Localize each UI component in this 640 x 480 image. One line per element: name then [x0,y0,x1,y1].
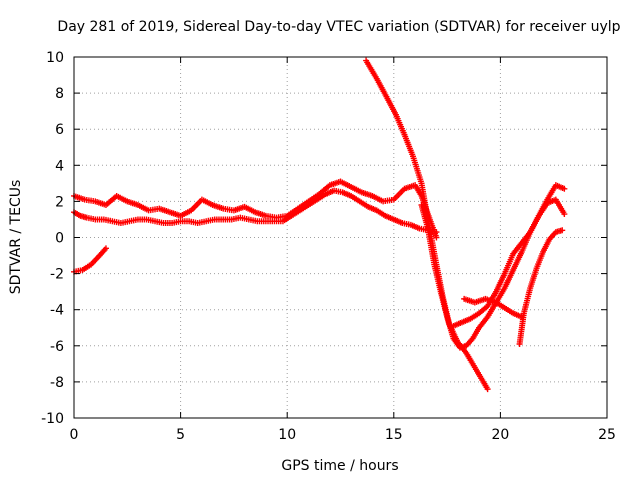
x-tick-label: 20 [491,427,509,443]
y-tick-label: -4 [50,303,64,319]
series-track-f [450,196,568,329]
x-tick-label: 10 [278,427,296,443]
x-tick-label: 5 [176,427,185,443]
axis-ticks: 0 5 10 15 20 25 -10 -8 -6 -4 -2 0 2 4 6 8 10 [41,50,616,443]
data-point [433,234,440,241]
x-tick-label: 15 [385,427,403,443]
y-axis-label: SDTVAR / TECUs [8,180,24,295]
x-tick-label: 0 [70,427,79,443]
y-tick-label: 4 [55,158,64,174]
y-tick-label: -2 [50,267,64,283]
series-track-g [461,295,525,320]
y-tick-label: 2 [55,194,64,210]
data-point [102,245,109,252]
data-point [561,211,568,218]
y-tick-label: 10 [46,50,64,66]
series-track-h [516,227,566,347]
y-tick-label: -8 [50,375,64,391]
y-tick-label: 6 [55,122,64,138]
y-tick-label: -10 [41,411,64,427]
data-series [71,57,568,393]
x-axis-label: GPS time / hours [281,458,398,474]
y-tick-label: -6 [50,339,64,355]
series-track-b [71,178,440,241]
data-point [559,227,566,234]
x-tick-label: 25 [598,427,616,443]
data-point [561,185,568,192]
data-point [484,386,491,393]
chart-title: Day 281 of 2019, Sidereal Day-to-day VTE… [57,19,620,35]
y-tick-label: 8 [55,86,64,102]
y-tick-label: 0 [55,231,64,247]
